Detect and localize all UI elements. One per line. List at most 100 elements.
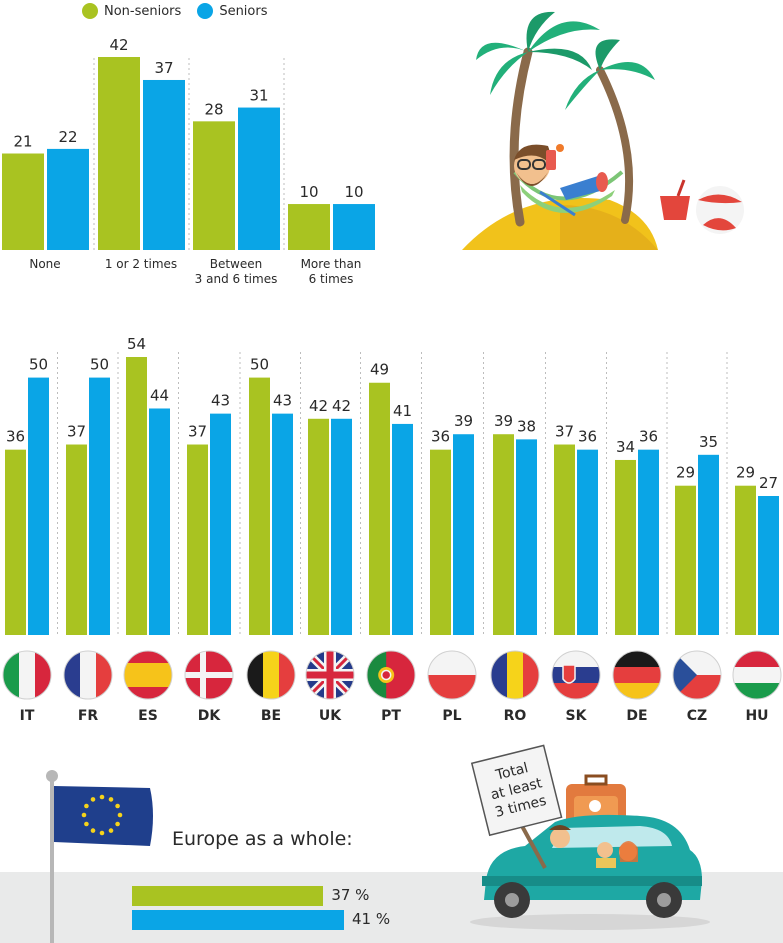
data-label: 37 [555,423,574,441]
bar-seniors [331,418,352,635]
country-label: PT [381,708,401,724]
flag-be-icon [247,651,295,699]
eu-star [117,812,123,818]
eu-star [84,821,89,827]
bar-seniors [577,449,598,635]
flag-ro-icon [491,651,539,699]
flag-outline [63,650,113,700]
europe-value-seniors: 41 % [352,910,391,928]
data-label: 50 [250,356,269,374]
data-label: 39 [454,412,473,430]
bar-non-seniors [675,485,696,635]
legend: Non-seniors Seniors [82,0,268,22]
flag-outline [732,650,782,700]
data-label: 37 [67,423,86,441]
data-label: 29 [676,464,695,482]
category-label: Between [210,257,263,271]
eu-flag-icon [54,786,153,846]
data-label: 42 [109,36,128,54]
bar-seniors [392,423,413,635]
bucket-icon [660,179,690,220]
legend-swatch-seniors [197,3,214,19]
bar-seniors [516,439,537,635]
data-label: 10 [344,183,363,201]
bar-seniors [89,377,110,635]
flag-outline [123,650,173,700]
data-label: 41 [393,402,412,420]
eu-star [115,803,120,809]
data-label: 28 [204,100,223,118]
flag-outline [184,650,234,700]
data-label: 50 [29,356,48,374]
eu-star [115,821,120,827]
bar-seniors [149,408,170,635]
legend-label-seniors: Seniors [219,3,268,19]
legend-label-non-seniors: Non-seniors [104,3,182,19]
wheel-icon [494,882,682,918]
bar-seniors [638,449,659,635]
bar-non-seniors [249,377,270,635]
eu-star [108,828,114,833]
category-label: More than [301,257,362,271]
car-body-icon [482,814,702,900]
europe-label: Europe as a whole: [172,828,353,850]
country-label: UK [319,708,342,724]
data-label: 37 [188,423,207,441]
bar-seniors [28,377,49,635]
bar-seniors [758,496,779,635]
eu-star [84,803,89,809]
category-label: 3 and 6 times [195,272,278,286]
flag-pt-icon [367,651,415,699]
bar-seniors [333,204,375,250]
data-label: 36 [431,428,450,446]
country-label: FR [78,708,99,724]
legend-item-non-seniors: Non-seniors [82,3,181,19]
data-label: 36 [6,428,25,446]
data-label: 54 [127,335,146,353]
bar-non-seniors [735,485,756,635]
legend-item-seniors: Seniors [197,3,268,19]
flag-outline [2,650,52,700]
country-label: HU [745,708,768,724]
country-label: CZ [687,708,707,724]
europe-bar-seniors [132,910,344,930]
flag-cz-icon [673,651,721,699]
eu-star [81,812,87,818]
bar-non-seniors [2,153,44,250]
category-label: None [29,257,60,271]
data-label: 43 [211,392,230,410]
data-label: 22 [58,128,77,146]
bar-non-seniors [98,57,140,250]
country-label: BE [261,708,281,724]
data-label: 36 [639,428,658,446]
car-shadow [470,914,710,930]
data-label: 42 [332,397,351,415]
bar-seniors [272,413,293,635]
category-label: 6 times [309,272,354,286]
palm-tree-icon [476,11,655,227]
flag-outline [672,650,722,700]
country-label: IT [20,708,35,724]
country-label: RO [504,708,527,724]
eu-star [99,830,105,836]
data-label: 10 [299,183,318,201]
bar-seniors [143,79,185,250]
flag-outline [427,650,477,700]
eu-star [90,828,96,833]
flag-sk-icon [552,651,600,699]
europe-bar-non-seniors [132,886,324,906]
sign-text-1: Total [493,760,530,784]
data-label: 27 [759,474,778,492]
data-label: 34 [616,438,635,456]
data-label: 21 [13,133,32,151]
legend-swatch-non-seniors [82,3,98,19]
bar-non-seniors [615,459,636,635]
data-label: 43 [273,392,292,410]
eu-star [108,797,114,802]
data-label: 44 [150,386,169,404]
bar-non-seniors [126,357,147,635]
